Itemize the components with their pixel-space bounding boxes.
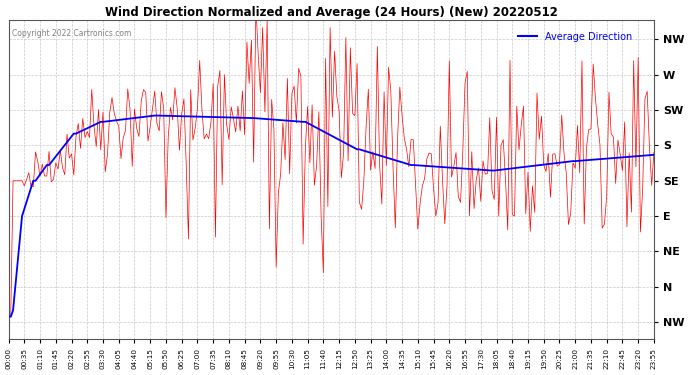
Title: Wind Direction Normalized and Average (24 Hours) (New) 20220512: Wind Direction Normalized and Average (2… [105, 6, 558, 18]
Text: Copyright 2022 Cartronics.com: Copyright 2022 Cartronics.com [12, 29, 131, 38]
Legend: Average Direction: Average Direction [514, 28, 636, 45]
